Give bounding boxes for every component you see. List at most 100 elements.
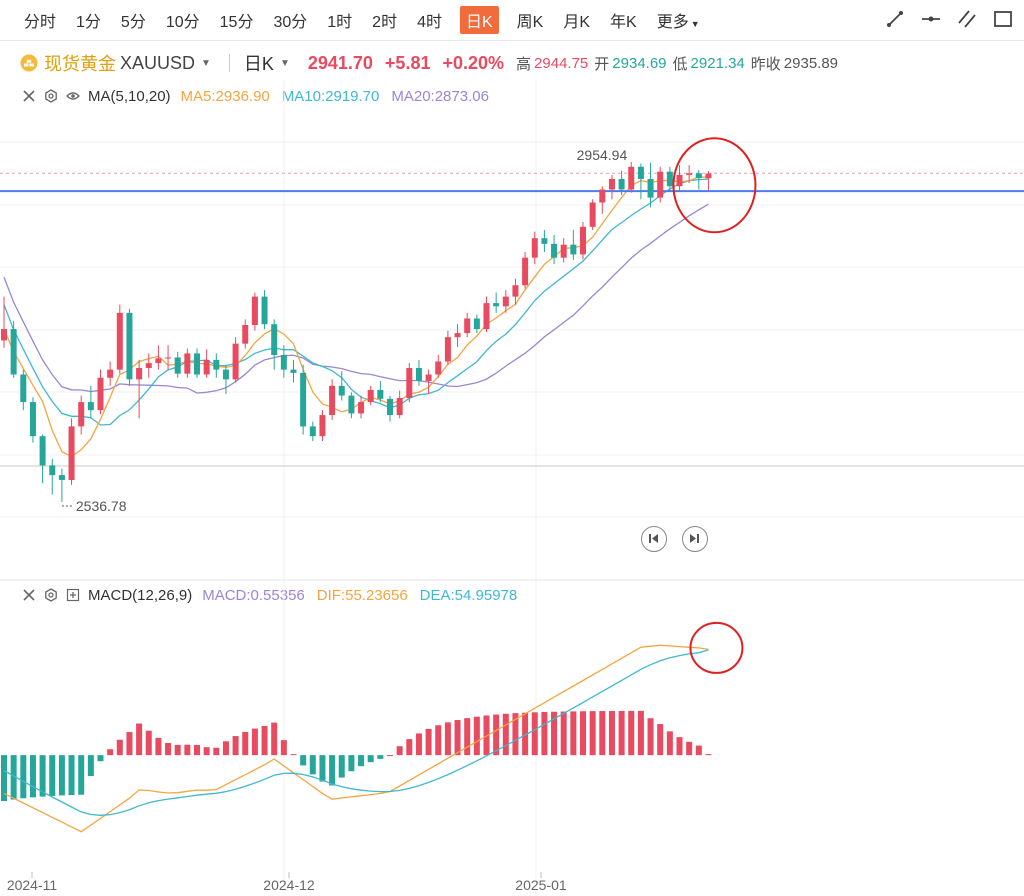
prev-close-label: 昨收 bbox=[750, 55, 781, 73]
ma5-value: MA5:2936.90 bbox=[180, 87, 270, 105]
candle-body bbox=[78, 402, 85, 427]
eye-icon[interactable] bbox=[66, 89, 80, 103]
candle-body bbox=[666, 171, 673, 187]
candle-body bbox=[222, 369, 229, 380]
macd-bar bbox=[551, 711, 558, 756]
macd-bar bbox=[473, 716, 480, 756]
macd-bar bbox=[107, 749, 114, 756]
symbol-name[interactable]: 现货黄金 bbox=[44, 54, 116, 74]
close-icon[interactable] bbox=[22, 588, 36, 602]
line-tool-icon[interactable] bbox=[884, 8, 906, 30]
open-label: 开 bbox=[594, 55, 610, 73]
period-dropdown-icon[interactable]: ▼ bbox=[279, 57, 290, 69]
macd-bar bbox=[1, 755, 7, 802]
macd-bar bbox=[300, 755, 307, 766]
macd-bar bbox=[628, 710, 635, 756]
macd-bar bbox=[367, 755, 374, 763]
horizontal-line-icon[interactable] bbox=[920, 8, 942, 30]
candle-body bbox=[97, 377, 104, 411]
candle-body bbox=[531, 238, 538, 258]
timeframe-tab[interactable]: 分时 bbox=[24, 14, 57, 31]
timeframe-list: 分时 1分 5分 10分 15分 30分 1时 2时 4时 日K 周K 月K 年K 更多 ▼ bbox=[22, 6, 718, 34]
candle-body bbox=[271, 324, 278, 356]
candle-body bbox=[261, 296, 268, 325]
macd-bar bbox=[387, 755, 393, 757]
macd-bar bbox=[184, 744, 191, 756]
candle-body bbox=[657, 171, 664, 198]
prev-close-value: 2935.89 bbox=[783, 54, 839, 72]
candle-body bbox=[387, 398, 393, 416]
candle-body bbox=[705, 173, 712, 179]
candle-body bbox=[58, 475, 65, 480]
candle-body bbox=[464, 318, 471, 334]
timeframe-tab[interactable]: 2时 bbox=[372, 14, 398, 31]
timeframe-tab[interactable]: 月K bbox=[563, 14, 591, 31]
symbol-info-bar: 现货黄金 XAUUSD ▼ 日K ▼ 2941.70 +5.81 +0.20% … bbox=[20, 50, 838, 76]
scroll-left-button[interactable] bbox=[641, 526, 667, 552]
settings-icon[interactable] bbox=[44, 89, 58, 103]
macd-bar bbox=[10, 755, 17, 800]
candle-body bbox=[107, 369, 114, 378]
settings-icon[interactable] bbox=[44, 588, 58, 602]
timeframe-tab[interactable]: 年K bbox=[610, 14, 637, 31]
macd-indicator-name: MACD(12,26,9) bbox=[88, 586, 193, 604]
candle-body bbox=[232, 343, 239, 380]
macd-bar bbox=[695, 745, 702, 756]
add-indicator-icon[interactable] bbox=[66, 588, 80, 602]
macd-bar bbox=[232, 736, 239, 756]
timeframe-tab[interactable]: 5分 bbox=[120, 14, 146, 31]
macd-bar bbox=[522, 712, 529, 756]
timeframe-tab[interactable]: 15分 bbox=[219, 14, 254, 31]
candle-body bbox=[68, 426, 75, 480]
info-separator bbox=[228, 54, 230, 72]
macd-bar bbox=[570, 711, 577, 756]
candle-body bbox=[136, 368, 143, 380]
macd-bar bbox=[165, 742, 172, 756]
candle-body bbox=[618, 178, 625, 190]
candle-body bbox=[377, 389, 384, 399]
macd-bar bbox=[657, 724, 664, 756]
timeframe-tab[interactable]: 30分 bbox=[273, 14, 308, 31]
candle-body bbox=[309, 426, 316, 437]
period-label[interactable]: 日K bbox=[243, 54, 274, 74]
timeframe-toolbar: 分时 1分 5分 10分 15分 30分 1时 2时 4时 日K 周K 月K 年K 更多 ▼ bbox=[0, 0, 1024, 40]
ma20-line bbox=[3, 203, 709, 394]
timeframe-tab[interactable]: 4时 bbox=[417, 14, 442, 31]
candle-body bbox=[242, 325, 249, 344]
drawing-tools bbox=[870, 8, 1014, 30]
max-price-label: 2954.94 bbox=[577, 147, 628, 163]
timeframe-tab[interactable]: 10分 bbox=[165, 14, 200, 31]
candle-body bbox=[512, 285, 519, 297]
symbol-code[interactable]: XAUUSD bbox=[120, 52, 196, 73]
macd-legend: MACD(12,26,9) MACD:0.55356 DIF:55.23656 … bbox=[22, 585, 529, 605]
macd-bar bbox=[493, 714, 500, 756]
symbol-dropdown-icon[interactable]: ▼ bbox=[201, 57, 211, 69]
close-icon[interactable] bbox=[22, 89, 36, 103]
rectangle-icon[interactable] bbox=[992, 8, 1014, 30]
timeframe-tab[interactable]: 周K bbox=[516, 14, 544, 31]
price-change: +5.81 bbox=[384, 52, 431, 73]
timeframe-tab[interactable]: 更多 ▼ bbox=[656, 14, 700, 31]
macd-bar bbox=[348, 755, 355, 772]
macd-bar bbox=[261, 725, 268, 756]
gold-bars-icon bbox=[20, 54, 38, 72]
scroll-right-button[interactable] bbox=[682, 526, 708, 552]
macd-bar bbox=[599, 711, 606, 756]
timeframe-tab[interactable]: 1分 bbox=[76, 14, 101, 31]
candle-body bbox=[184, 353, 191, 374]
macd-bar bbox=[203, 747, 210, 756]
timeframe-tab[interactable]: 日K bbox=[459, 6, 499, 34]
timeframe-tab[interactable]: 1时 bbox=[327, 14, 353, 31]
low-value: 2921.34 bbox=[690, 54, 745, 72]
candle-body bbox=[570, 244, 577, 255]
candle-body bbox=[329, 385, 336, 416]
more-dropdown-icon[interactable]: ▼ bbox=[690, 19, 700, 29]
macd-bar bbox=[435, 725, 442, 756]
macd-value: MACD:0.55356 bbox=[202, 586, 305, 604]
candle-body bbox=[367, 389, 374, 403]
candle-body bbox=[493, 303, 500, 307]
parallel-lines-icon[interactable] bbox=[956, 8, 978, 30]
candle-body bbox=[126, 312, 133, 380]
macd-bar bbox=[705, 754, 712, 756]
